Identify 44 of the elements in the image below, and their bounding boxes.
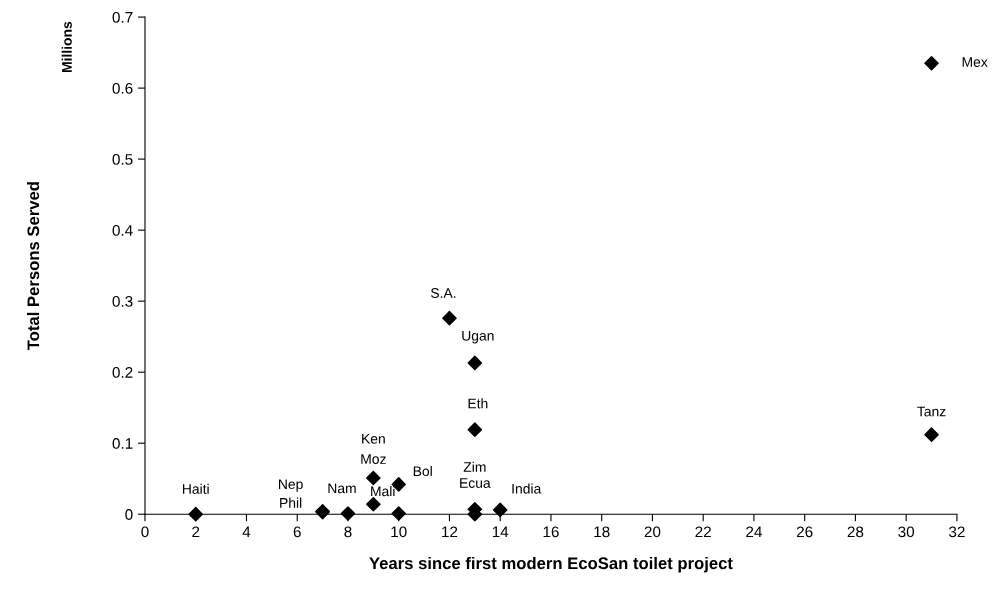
x-tick-label: 8 — [344, 526, 352, 538]
y-tick-label: 0.1 — [112, 438, 133, 449]
x-tick-label: 14 — [492, 526, 509, 538]
y-axis-title: Total Persons Served — [26, 182, 40, 351]
annotation: Bol — [413, 465, 432, 477]
text: Millions — [61, 21, 72, 73]
x-tick-label: 4 — [242, 526, 251, 538]
x-tick-label: 6 — [293, 526, 301, 538]
x-tick-label: 20 — [644, 526, 661, 538]
annotation: Ugan — [462, 330, 494, 344]
annotation: Phil — [280, 497, 302, 508]
x-tick-label: 2 — [192, 526, 200, 538]
annotation: India — [512, 483, 542, 494]
x-tick-label: 32 — [949, 526, 965, 538]
annotation: Eth — [468, 398, 488, 409]
y-tick-label: 0.6 — [112, 82, 133, 94]
y-tick-label: 0.5 — [112, 153, 133, 165]
annotation: Zim — [463, 461, 486, 472]
y-tick-label: 0.7 — [112, 11, 133, 23]
x-axis-title: Years since first modern EcoSan toilet project — [369, 556, 733, 573]
annotation: Mali — [371, 486, 395, 497]
annotation: Nep — [279, 479, 303, 492]
x-tick-label: 30 — [898, 526, 915, 538]
annotation: Ecua — [460, 478, 491, 488]
y-tick-label: 0 — [125, 509, 133, 520]
annotation: S.A. — [430, 288, 456, 298]
x-tick-label: 10 — [391, 526, 407, 538]
x-tick-label: 28 — [847, 526, 864, 538]
y-tick-label: 0.4 — [112, 225, 133, 236]
x-tick-label: 26 — [796, 526, 813, 538]
y-tick-label: 0.2 — [112, 367, 133, 378]
x-tick-label: 22 — [695, 526, 711, 538]
y-tick-label: 0.3 — [112, 296, 133, 307]
x-tick-label: 0 — [141, 526, 149, 538]
annotation: Mex — [962, 57, 988, 67]
annotation: Nam — [328, 483, 356, 494]
annotation: Moz — [361, 454, 386, 464]
annotation: Ken — [362, 434, 385, 444]
annotation: Tanz — [917, 406, 946, 417]
x-tick-label: 16 — [543, 526, 559, 538]
annotation: Haiti — [182, 483, 209, 494]
x-tick-label: 12 — [442, 526, 458, 538]
x-tick-label: 18 — [594, 526, 610, 538]
x-tick-label: 24 — [746, 526, 762, 538]
